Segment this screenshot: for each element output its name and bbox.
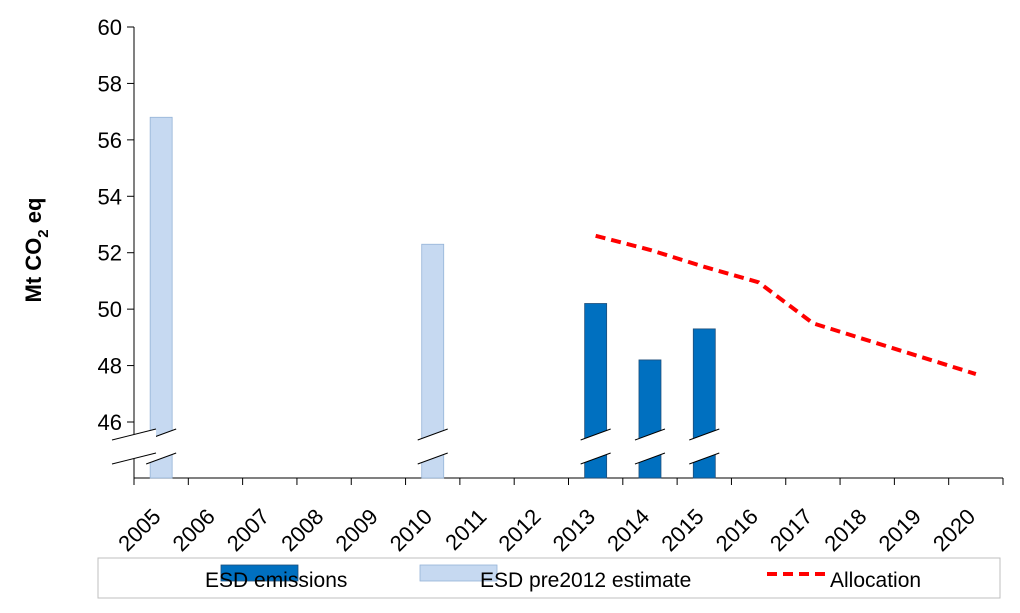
x-tick-label: 2020 [928, 504, 980, 556]
legend-label-esd-emissions: ESD emissions [205, 569, 347, 592]
x-tick-label: 2019 [874, 504, 926, 556]
x-tick-label: 2005 [113, 504, 165, 556]
legend-label-allocation: Allocation [830, 569, 921, 592]
bar-break-line [580, 428, 611, 441]
bar-break-line [145, 452, 177, 465]
x-tick-label: 2006 [168, 504, 220, 556]
x-tick-label: 2010 [385, 504, 437, 556]
bar-esd-pre2012-2005 [149, 116, 173, 479]
y-tick-label: 54 [98, 184, 122, 209]
y-tick-label: 50 [98, 297, 122, 322]
legend-label-esd-pre2012: ESD pre2012 estimate [480, 569, 691, 592]
x-tick-label: 2018 [819, 504, 871, 556]
x-tick-label: 2014 [602, 504, 654, 556]
x-tick-label: 2011 [440, 504, 491, 555]
y-tick-label: 60 [98, 15, 122, 40]
bar-break-line [417, 428, 448, 441]
x-tick-label: 2009 [330, 504, 382, 556]
bar-break-line [417, 452, 448, 465]
bar-esd-pre2012-2010 [421, 243, 445, 479]
y-tick-label: 46 [98, 410, 122, 435]
y-tick-label: 48 [98, 354, 122, 379]
bar-break-line [634, 428, 666, 441]
line-allocation [595, 233, 977, 376]
legend-swatch-esd-emissions [220, 564, 299, 582]
y-tick-label: 58 [98, 71, 122, 96]
bar-break-line [689, 452, 720, 465]
x-tick-label: 2015 [656, 504, 708, 556]
plot-area [111, 26, 1004, 485]
bar-break-line [580, 452, 611, 465]
legend-swatch-esd-pre2012 [419, 564, 498, 582]
x-tick-label: 2013 [548, 504, 600, 556]
x-tick-label: 2008 [276, 504, 328, 556]
y-axis-break-line [111, 452, 157, 465]
y-axis-title: Mt CO2 eq [21, 198, 52, 303]
legend: ESD emissions ESD pre2012 estimate Alloc… [97, 557, 1001, 599]
bar-break-line [689, 428, 720, 441]
y-tick-label: 52 [98, 241, 122, 266]
x-axis-tick-labels: 2005 2006 2007 2008 2009 2010 2011 2012 2013 2014… [113, 504, 980, 556]
y-axis-break-line [111, 428, 157, 441]
x-tick-label: 2012 [493, 504, 545, 556]
x-tick-label: 2007 [222, 504, 274, 556]
y-axis-tick-labels: 46 48 50 52 54 56 58 60 [98, 15, 122, 435]
y-tick-label: 56 [98, 128, 122, 153]
x-tick-label: 2017 [765, 504, 817, 556]
bar-break-line [634, 452, 666, 465]
x-tick-label: 2016 [711, 504, 763, 556]
